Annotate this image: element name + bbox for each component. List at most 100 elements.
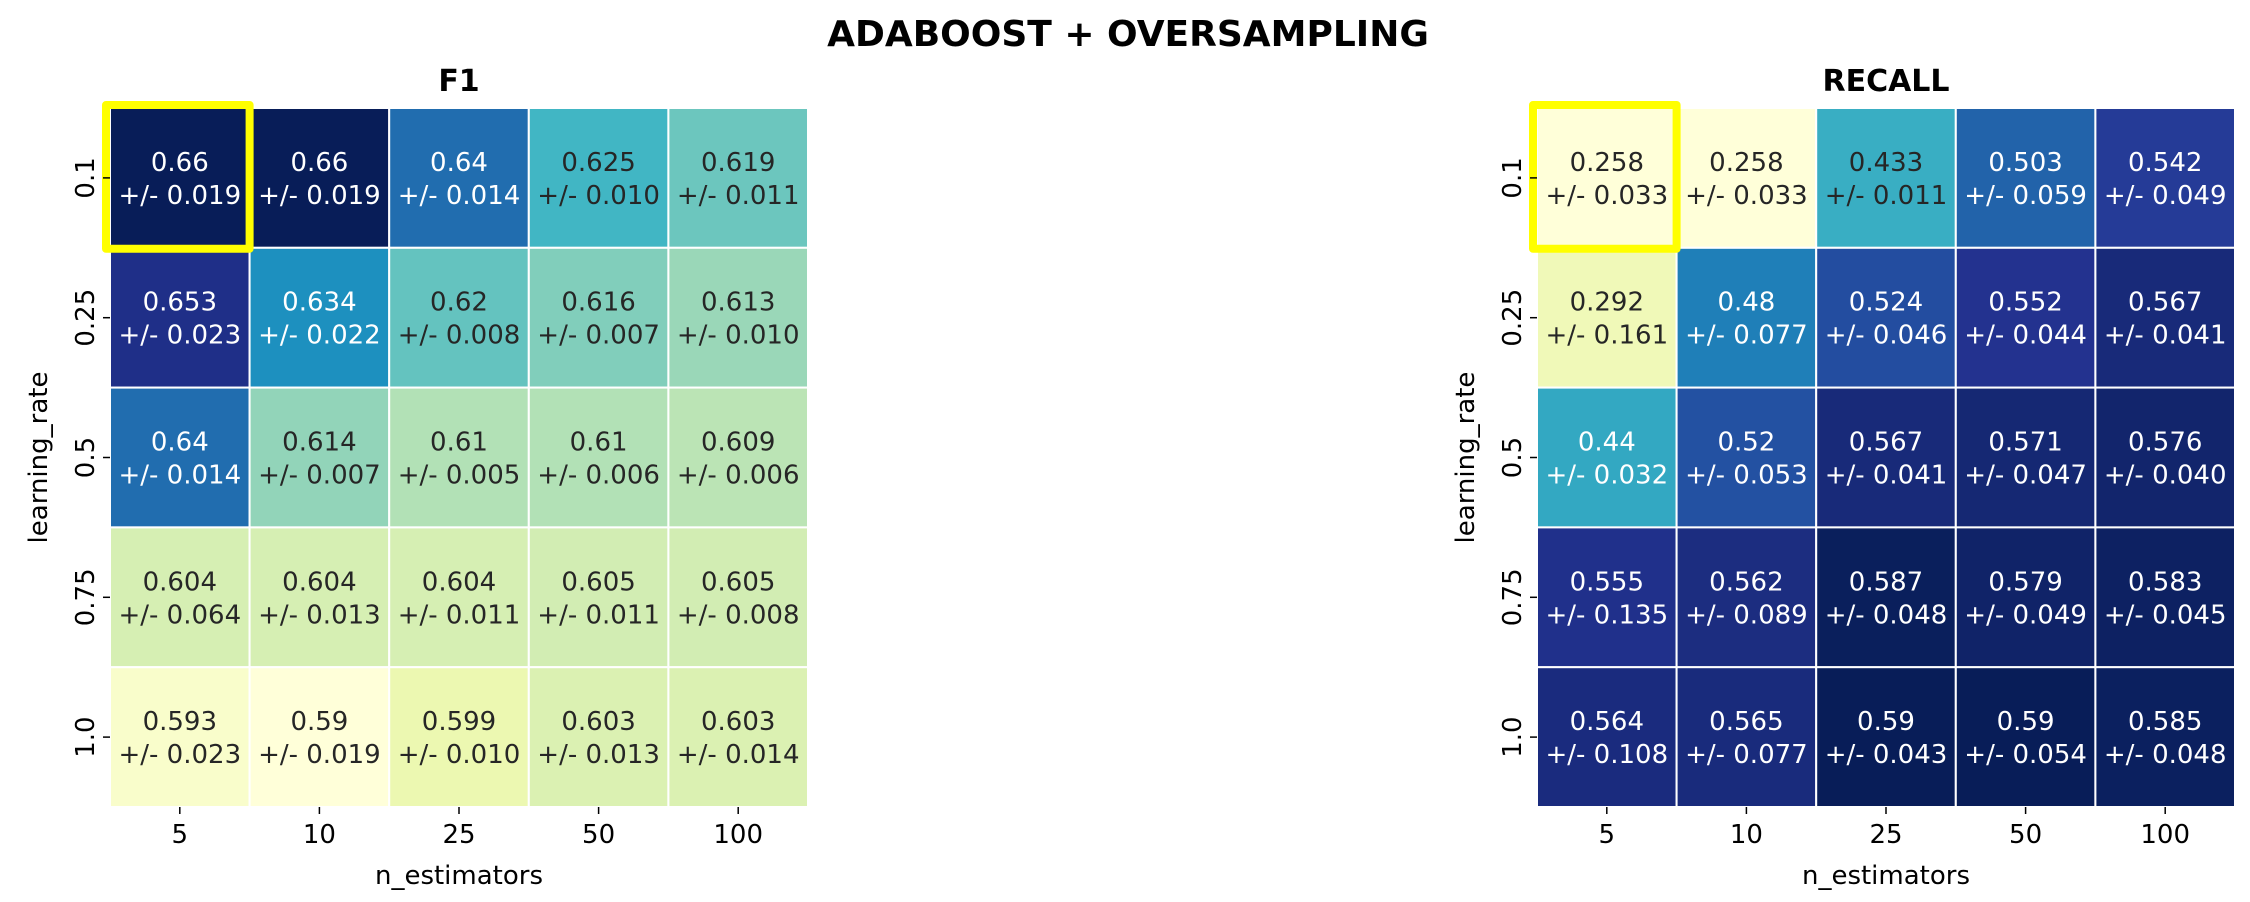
recall-cell-mean-label: 0.292 (1570, 288, 1644, 318)
recall-cell-r1-c4 (2094, 246, 2236, 389)
recall-cell-mean-label: 0.48 (1717, 288, 1775, 318)
f1-cell-mean-label: 0.653 (143, 288, 217, 318)
f1-cell-std-label: +/- 0.006 (537, 461, 660, 491)
recall-cell-mean-label: 0.583 (2128, 567, 2202, 597)
recall-y-tick-label: 1.0 (1498, 716, 1528, 757)
recall-y-axis-label: learning_rate (1451, 372, 1481, 544)
recall-cell-mean-label: 0.562 (1709, 567, 1783, 597)
f1-cell-std-label: +/- 0.023 (118, 740, 241, 770)
recall-cell-std-label: +/- 0.077 (1685, 740, 1808, 770)
recall-cell-mean-label: 0.587 (1849, 567, 1923, 597)
recall-cell-std-label: +/- 0.108 (1545, 740, 1668, 770)
f1-cell-mean-label: 0.605 (701, 567, 775, 597)
recall-cell-mean-label: 0.59 (1997, 707, 2055, 737)
f1-highlight-box (102, 101, 254, 253)
recall-cell-std-label: +/- 0.048 (1825, 600, 1948, 630)
recall-x-tick-label: 5 (1599, 820, 1616, 850)
f1-y-tick-label: 0.75 (71, 568, 101, 626)
f1-cell-mean-label: 0.593 (143, 707, 217, 737)
f1-x-tick-label: 5 (172, 820, 189, 850)
f1-cell-r3-c3 (527, 526, 670, 669)
recall-cell-r3-c1 (1675, 526, 1818, 669)
figure-title: ADABOOST + OVERSAMPLING (827, 14, 1429, 55)
recall-cell-std-label: +/- 0.089 (1685, 600, 1808, 630)
f1-cell-r4-c1 (248, 666, 391, 809)
f1-cell-std-label: +/- 0.007 (258, 461, 381, 491)
f1-cell-std-label: +/- 0.011 (537, 600, 660, 630)
f1-cell-std-label: +/- 0.019 (118, 181, 241, 211)
f1-x-tick-label: 50 (582, 820, 615, 850)
f1-cell-std-label: +/- 0.010 (398, 740, 521, 770)
f1-cell-r4-c2 (388, 666, 530, 809)
f1-cell-mean-label: 0.66 (151, 148, 209, 178)
f1-cell-r0-c0 (109, 107, 251, 249)
recall-cell-mean-label: 0.571 (1988, 428, 2062, 458)
recall-cell-std-label: +/- 0.047 (1964, 461, 2087, 491)
recall-x-axis-label: n_estimators (1802, 861, 1970, 891)
recall-cell-mean-label: 0.565 (1709, 707, 1783, 737)
f1-cell-std-label: +/- 0.013 (258, 600, 381, 630)
f1-cell-mean-label: 0.64 (430, 148, 488, 178)
f1-cell-std-label: +/- 0.008 (677, 600, 800, 630)
f1-cell-mean-label: 0.603 (561, 707, 635, 737)
f1-cell-mean-label: 0.634 (282, 288, 356, 318)
f1-cell-mean-label: 0.604 (422, 567, 496, 597)
f1-cell-r3-c1 (248, 526, 391, 669)
recall-cell-std-label: +/- 0.041 (1825, 461, 1948, 491)
f1-cell-mean-label: 0.62 (430, 288, 488, 318)
f1-cell-mean-label: 0.616 (561, 288, 635, 318)
recall-cell-std-label: +/- 0.040 (2104, 461, 2227, 491)
recall-cell-r4-c2 (1815, 666, 1957, 809)
f1-cell-mean-label: 0.609 (701, 428, 775, 458)
recall-cell-std-label: +/- 0.059 (1964, 181, 2087, 211)
f1-cell-std-label: +/- 0.019 (258, 740, 381, 770)
f1-cell-std-label: +/- 0.013 (537, 740, 660, 770)
recall-cell-r2-c1 (1675, 386, 1818, 529)
recall-cell-mean-label: 0.564 (1570, 707, 1644, 737)
f1-y-tick-label: 1.0 (71, 716, 101, 757)
f1-cell-mean-label: 0.603 (701, 707, 775, 737)
recall-y-tick-label: 0.5 (1498, 437, 1528, 478)
f1-y-tick-label: 0.1 (71, 157, 101, 198)
f1-cell-r2-c0 (109, 386, 251, 529)
f1-cell-r2-c1 (248, 386, 391, 529)
recall-cell-mean-label: 0.555 (1570, 567, 1644, 597)
f1-cell-r0-c1 (248, 107, 391, 249)
recall-cell-r1-c1 (1675, 246, 1818, 389)
recall-x-tick-label: 50 (2009, 820, 2042, 850)
f1-cell-r2-c4 (667, 386, 810, 529)
f1-cell-mean-label: 0.625 (561, 148, 635, 178)
f1-x-tick-label: 25 (442, 820, 475, 850)
recall-cell-std-label: +/- 0.045 (2104, 600, 2227, 630)
recall-cell-std-label: +/- 0.077 (1685, 321, 1808, 351)
recall-cell-r0-c3 (1954, 107, 2097, 249)
recall-cell-std-label: +/- 0.044 (1964, 321, 2087, 351)
f1-cell-std-label: +/- 0.005 (398, 461, 521, 491)
f1-cell-r1-c2 (388, 246, 530, 389)
f1-cell-r1-c4 (667, 246, 810, 389)
f1-cell-mean-label: 0.61 (430, 428, 488, 458)
f1-cell-r2-c3 (527, 386, 670, 529)
f1-cell-r3-c4 (667, 526, 810, 669)
f1-cell-mean-label: 0.599 (422, 707, 496, 737)
f1-cell-mean-label: 0.604 (282, 567, 356, 597)
recall-cell-r3-c4 (2094, 526, 2236, 669)
recall-x-tick-label: 25 (1869, 820, 1902, 850)
recall-cell-mean-label: 0.52 (1717, 428, 1775, 458)
f1-cell-r0-c2 (388, 107, 530, 249)
f1-cell-std-label: +/- 0.014 (677, 740, 800, 770)
recall-cell-mean-label: 0.552 (1988, 288, 2062, 318)
f1-cell-std-label: +/- 0.006 (677, 461, 800, 491)
f1-cell-std-label: +/- 0.011 (398, 600, 521, 630)
f1-cell-mean-label: 0.613 (701, 288, 775, 318)
f1-cell-std-label: +/- 0.010 (677, 321, 800, 351)
recall-cell-std-label: +/- 0.049 (1964, 600, 2087, 630)
recall-cell-r1-c0 (1536, 246, 1678, 389)
recall-highlight-box (1529, 101, 1681, 253)
f1-cell-std-label: +/- 0.010 (537, 181, 660, 211)
f1-cell-std-label: +/- 0.007 (537, 321, 660, 351)
f1-cell-mean-label: 0.64 (151, 428, 209, 458)
recall-cell-r2-c0 (1536, 386, 1678, 529)
